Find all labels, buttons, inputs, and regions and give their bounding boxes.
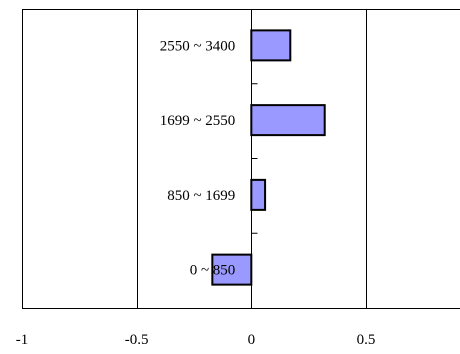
x-tick-label-0: -1	[16, 332, 29, 348]
x-tick-label-3: 0.5	[357, 332, 376, 348]
category-label-1: 1699 ~ 2550	[160, 113, 236, 129]
category-label-3: 0 ~ 850	[190, 263, 236, 279]
x-tick-label-1: -0.5	[125, 332, 149, 348]
bar-1	[251, 105, 324, 135]
bars	[212, 30, 324, 284]
bar-0	[251, 30, 290, 60]
bar-2	[251, 180, 265, 210]
category-label-2: 850 ~ 1699	[167, 188, 235, 204]
x-tick-label-2: 0	[248, 332, 256, 348]
labels: -1 -0.5 0 0.5 2550 ~ 3400 1699 ~ 2550 850 ~ 16…	[16, 38, 376, 348]
category-label-0: 2550 ~ 3400	[160, 38, 236, 54]
